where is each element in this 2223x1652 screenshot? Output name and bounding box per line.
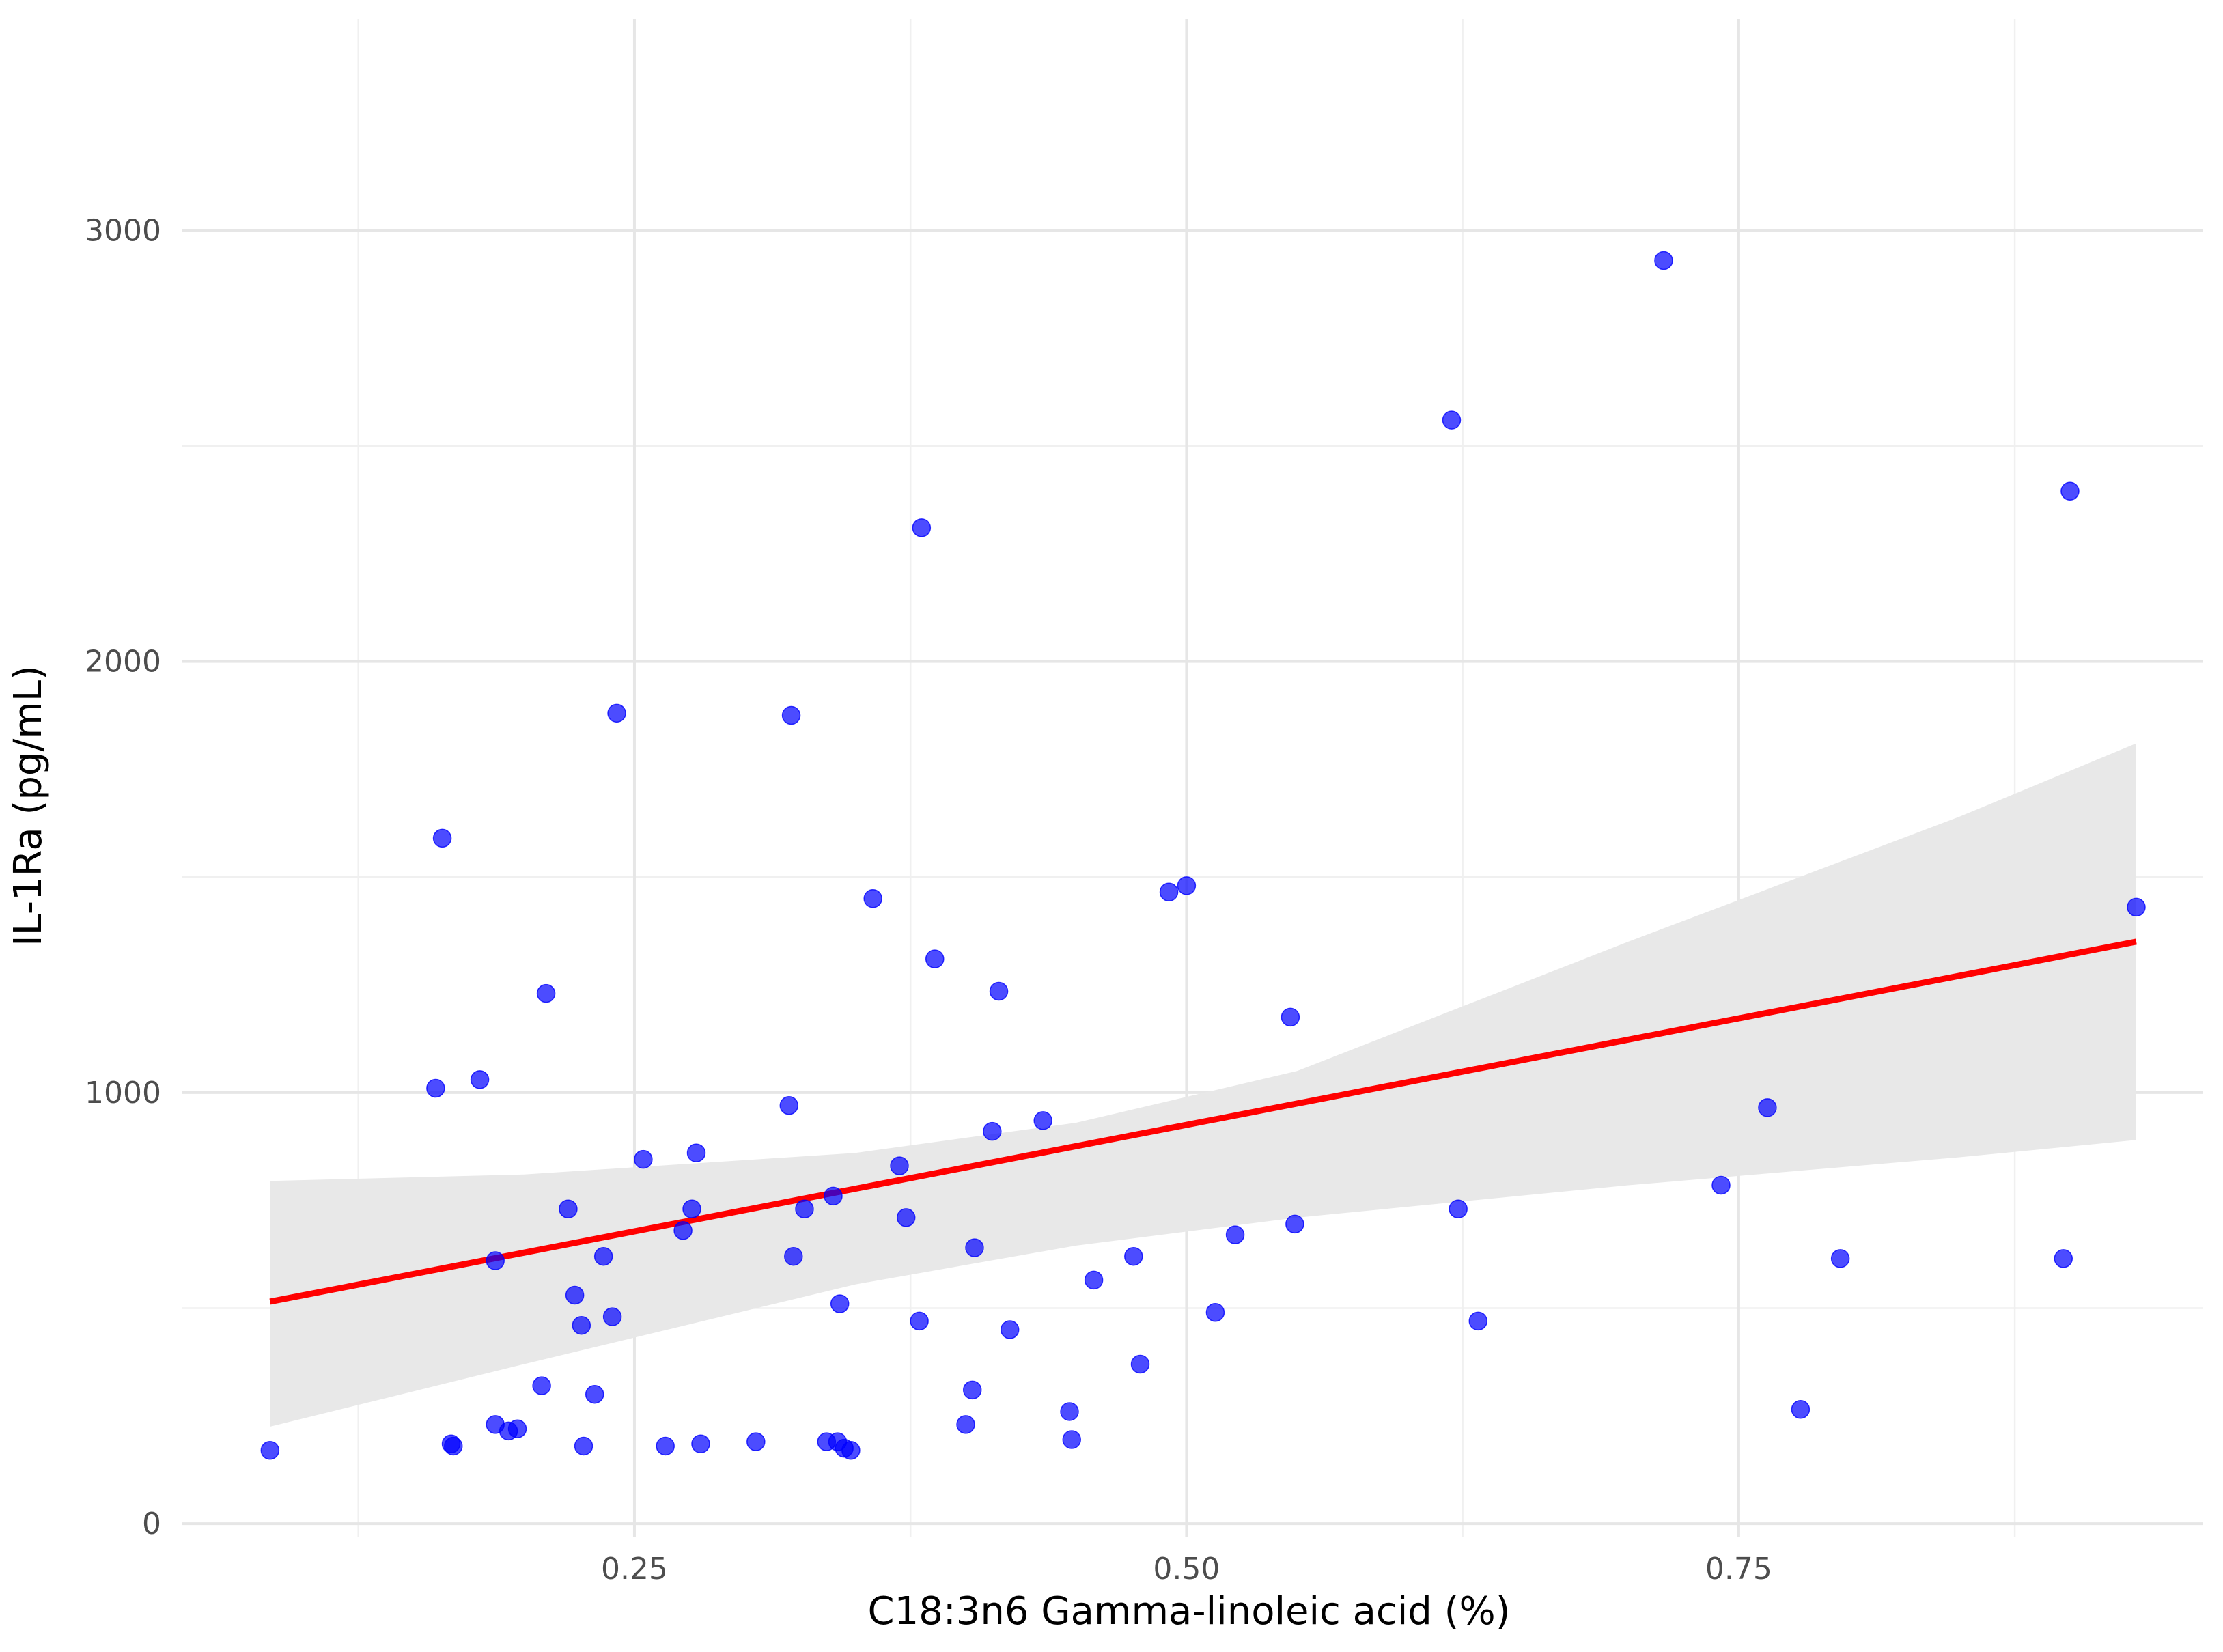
data-point xyxy=(989,981,1009,1001)
data-point xyxy=(1791,1400,1810,1419)
data-point xyxy=(593,1246,613,1266)
data-point xyxy=(486,1251,505,1270)
regression-line xyxy=(269,938,2137,1305)
data-point xyxy=(1033,1111,1052,1130)
y-axis-title: IL-1Ra (pg/mL) xyxy=(6,665,51,947)
data-point xyxy=(1084,1270,1104,1290)
data-point xyxy=(1449,1199,1468,1218)
data-point xyxy=(890,1156,909,1175)
y-tick-label: 1000 xyxy=(85,1076,161,1110)
data-point xyxy=(634,1149,653,1169)
data-point xyxy=(1177,876,1197,895)
data-point xyxy=(426,1078,445,1098)
data-point xyxy=(1000,1320,1020,1339)
data-point xyxy=(1654,251,1673,270)
data-point xyxy=(686,1143,706,1162)
data-point xyxy=(1205,1303,1225,1322)
data-point xyxy=(2127,897,2146,917)
data-point xyxy=(532,1376,551,1395)
data-point xyxy=(2060,481,2080,501)
data-point xyxy=(607,703,626,723)
data-point xyxy=(1062,1430,1082,1449)
data-point xyxy=(795,1199,814,1218)
data-point xyxy=(444,1436,463,1456)
data-point xyxy=(910,1311,929,1331)
regression-line-group xyxy=(269,938,2137,1305)
data-point xyxy=(1159,882,1179,902)
data-point xyxy=(830,1294,850,1313)
data-point xyxy=(559,1199,578,1218)
data-point xyxy=(746,1432,766,1451)
data-point xyxy=(1442,410,1462,430)
data-point xyxy=(1060,1402,1079,1421)
data-point xyxy=(779,1096,799,1115)
data-point xyxy=(781,705,801,725)
data-point xyxy=(1281,1007,1300,1027)
y-tick-label: 3000 xyxy=(85,213,161,248)
data-point xyxy=(962,1380,982,1400)
tick-labels: 0.25 0.50 0.75 0 1000 2000 3000 xyxy=(85,213,1772,1586)
x-tick-label: 0.50 xyxy=(1153,1552,1220,1586)
y-tick-label: 2000 xyxy=(85,645,161,680)
data-point xyxy=(983,1121,1002,1141)
data-point xyxy=(824,1186,843,1206)
data-point xyxy=(1130,1354,1150,1374)
data-point xyxy=(536,983,556,1003)
data-point xyxy=(784,1246,803,1266)
data-point xyxy=(507,1419,527,1438)
data-point xyxy=(470,1070,490,1089)
data-point xyxy=(1711,1175,1731,1195)
data-point xyxy=(1124,1246,1143,1266)
confidence-band-group xyxy=(270,743,2137,1427)
data-point xyxy=(841,1441,861,1460)
y-tick-label: 0 xyxy=(142,1507,161,1541)
data-point xyxy=(656,1436,675,1456)
data-point xyxy=(574,1436,593,1456)
data-point xyxy=(2054,1249,2073,1268)
data-point xyxy=(965,1238,984,1257)
data-point xyxy=(1285,1214,1304,1234)
data-point xyxy=(673,1221,693,1240)
data-point xyxy=(912,518,932,537)
x-tick-label: 0.75 xyxy=(1705,1552,1772,1586)
data-point xyxy=(260,1441,280,1460)
data-point xyxy=(682,1199,701,1218)
data-point xyxy=(565,1285,585,1305)
data-point xyxy=(691,1434,710,1454)
x-axis-title: C18:3n6 Gamma-linoleic acid (%) xyxy=(867,1589,1510,1634)
data-point xyxy=(1225,1225,1245,1244)
data-point xyxy=(1468,1311,1488,1331)
data-point xyxy=(863,889,882,908)
confidence-band xyxy=(270,743,2137,1427)
data-point xyxy=(956,1415,975,1434)
data-point xyxy=(432,828,452,848)
grid-lines xyxy=(182,19,2203,1537)
data-points xyxy=(260,251,2146,1460)
data-point xyxy=(896,1208,916,1227)
data-point xyxy=(1758,1098,1777,1117)
data-point xyxy=(1830,1249,1850,1268)
x-tick-label: 0.25 xyxy=(601,1552,668,1586)
data-point xyxy=(572,1315,591,1335)
data-point xyxy=(602,1307,622,1326)
data-point xyxy=(925,949,945,968)
data-point xyxy=(585,1384,604,1404)
